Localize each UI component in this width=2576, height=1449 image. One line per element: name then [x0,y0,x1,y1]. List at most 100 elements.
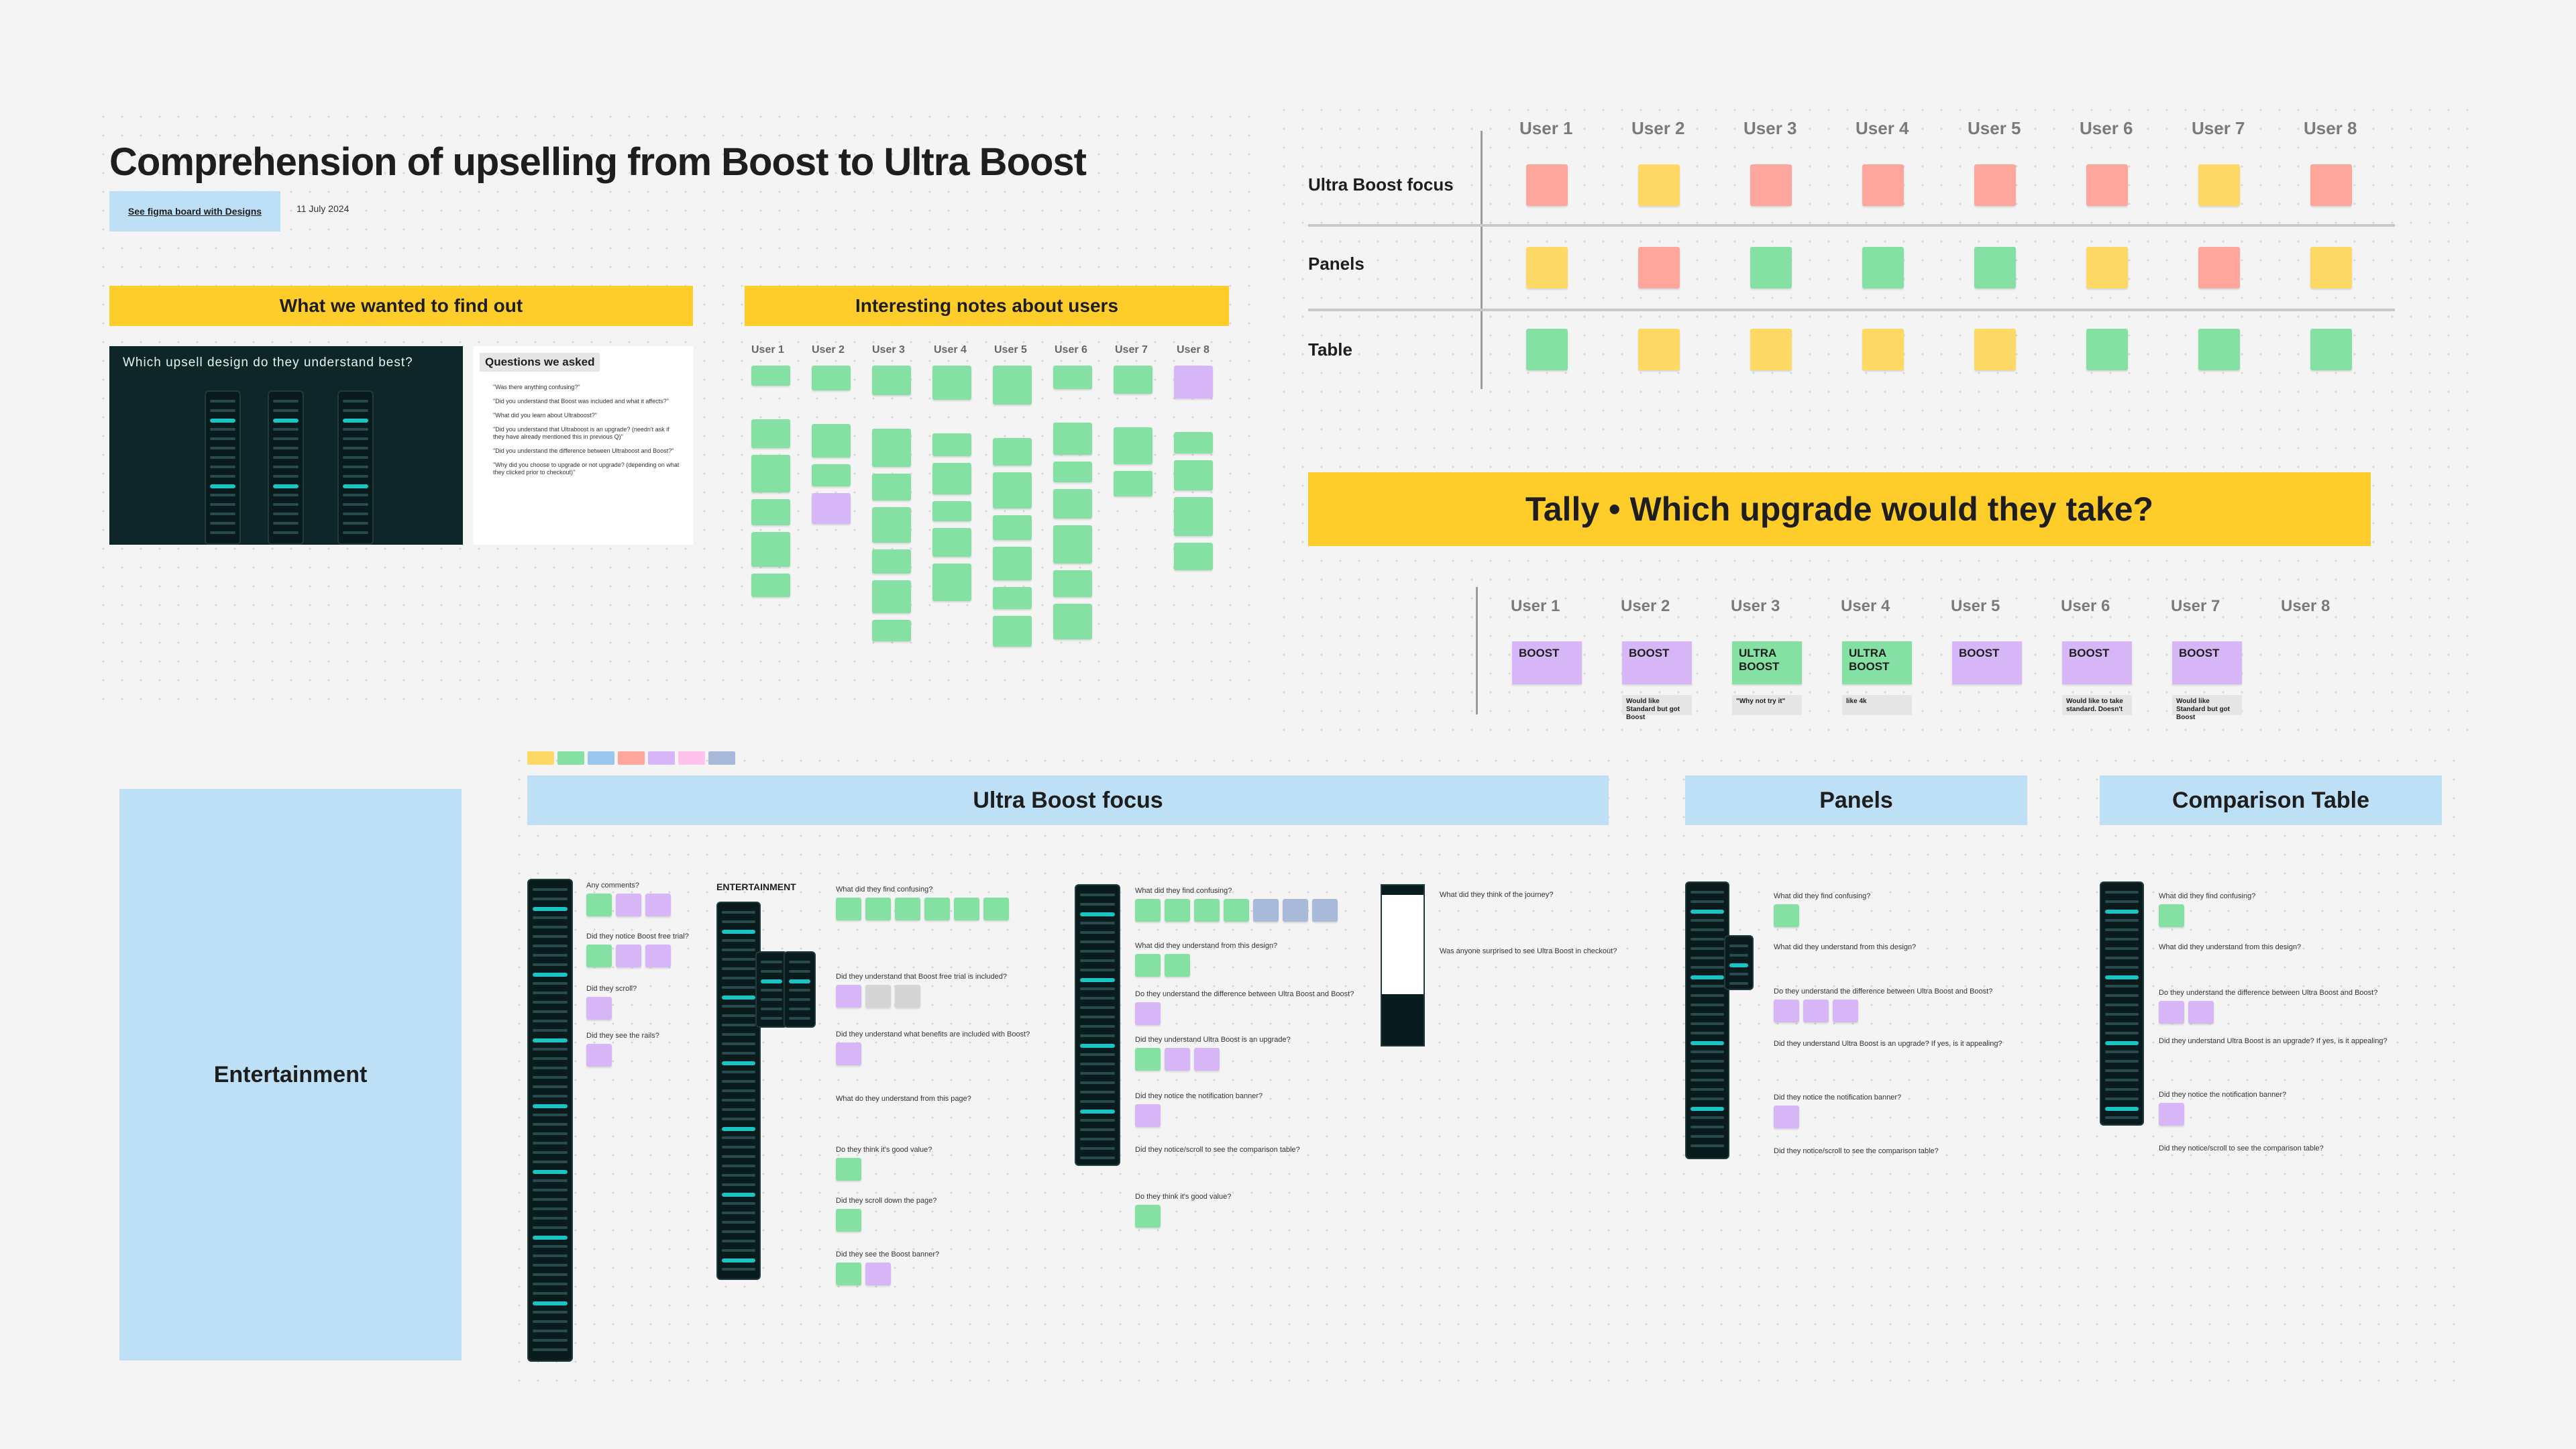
board-title: Comprehension of upselling from Boost to… [109,140,1087,184]
screen-row [1690,1022,1724,1025]
screen-row [533,963,568,966]
screen-row [273,475,299,478]
screen-row [722,920,755,923]
screen-row [1080,922,1115,924]
screen-row [210,456,235,459]
matrix-sticky-note [2310,329,2352,370]
screen-row [722,1080,755,1083]
sticky-note [1053,570,1092,597]
screen-row [533,1330,568,1332]
sticky-note [1135,1205,1161,1228]
notes-user-header: User 4 [934,344,967,356]
screen-accent [789,979,810,983]
screen-row [533,1095,568,1097]
screen-row [1690,1032,1724,1034]
screen-accent [722,1258,755,1263]
sticky-note [751,366,790,386]
sticky-note [954,898,979,920]
color-swatch [648,751,675,765]
sticky-note [1053,366,1092,389]
sticky-note [1135,954,1161,977]
ultra-boost-focus-column-2: What did they find confusing? What did th… [1075,884,1377,1228]
screen-row [2105,1013,2139,1016]
screen-row [533,1010,568,1013]
screen-row [2105,1004,2139,1006]
research-question: Did they understand Ultra Boost is an up… [1774,1040,2002,1048]
screen-accent [1729,963,1748,967]
screen-row [1690,1088,1724,1091]
screen-row [1080,1138,1115,1140]
board-date: 11 July 2024 [297,203,350,214]
research-question: Did they scroll? [586,985,637,993]
questions-card: Questions we asked "Was there anything c… [473,346,693,545]
screen-row [343,475,368,478]
sticky-note [865,898,891,920]
screen-row [343,494,368,496]
notes-header: Interesting notes about users [745,286,1229,326]
research-question: Did they notice/scroll to see the compar… [1135,1146,1300,1154]
screen-row [533,1311,568,1313]
screen-accent [1690,975,1724,979]
question-item: "Why did you choose to upgrade or not up… [493,462,680,476]
sticky-note [1135,1002,1161,1025]
screen-row [1690,928,1724,931]
screen-row [2105,1097,2139,1100]
phone-mockup-long [2100,881,2144,1126]
sticky-note [1165,899,1190,922]
phone-mockup [1724,935,1754,990]
screen-row [722,958,755,961]
figma-link-button[interactable]: See figma board with Designs [109,191,280,231]
screen-row [789,989,810,991]
screen-row [2105,1088,2139,1091]
sticky-note [993,587,1032,609]
question-item: "Did you understand that Boost was inclu… [493,398,669,405]
screen-row [1690,947,1724,950]
screen-row [273,400,299,402]
screen-row [210,522,235,525]
matrix-sticky-note [1638,164,1680,206]
screen-row [273,494,299,496]
matrix-sticky-note [1862,164,1904,206]
question-item: "What did you learn about Ultraboost?" [493,412,597,419]
sticky-note [924,898,950,920]
screen-row [1690,1069,1724,1072]
research-question: What did they find confusing? [836,885,933,894]
screen-row [761,1008,782,1010]
research-question: What did they understand from this desig… [2159,943,2302,951]
sticky-note [836,898,861,920]
screen-row [1080,1034,1115,1037]
screen-row [722,1118,755,1120]
screen-accent [1690,1107,1724,1111]
screen-row [1080,1157,1115,1159]
sticky-note [932,366,971,400]
screen-row [533,1348,568,1351]
sticky-note [993,472,1032,508]
matrix-sticky-note [2198,247,2240,288]
sticky-note [1312,899,1338,922]
color-swatch [708,751,735,765]
tally-user-header: User 3 [1731,597,1780,615]
screen-row [722,1240,755,1242]
screen-row [722,1014,755,1017]
color-swatch [588,751,614,765]
screen-accent [273,419,299,423]
screen-accent [1080,978,1115,982]
screen-row [2105,928,2139,931]
screen-accent [2105,975,2139,979]
sticky-note [751,419,790,448]
screen-row [210,437,235,440]
questions-title: Questions we asked [480,353,600,372]
screen-row [2105,966,2139,969]
screen-accent [210,419,235,423]
screen-row [1080,1128,1115,1131]
matrix-sticky-note [2310,164,2352,206]
screen-row [1080,1006,1115,1009]
sticky-note [586,997,612,1020]
sticky-note [1174,366,1213,398]
screen-row [722,1183,755,1186]
screen-accent [722,930,755,934]
screen-row [343,466,368,468]
sticky-note [1114,471,1152,496]
matrix-sticky-note [1974,247,2016,288]
color-swatch [527,751,554,765]
